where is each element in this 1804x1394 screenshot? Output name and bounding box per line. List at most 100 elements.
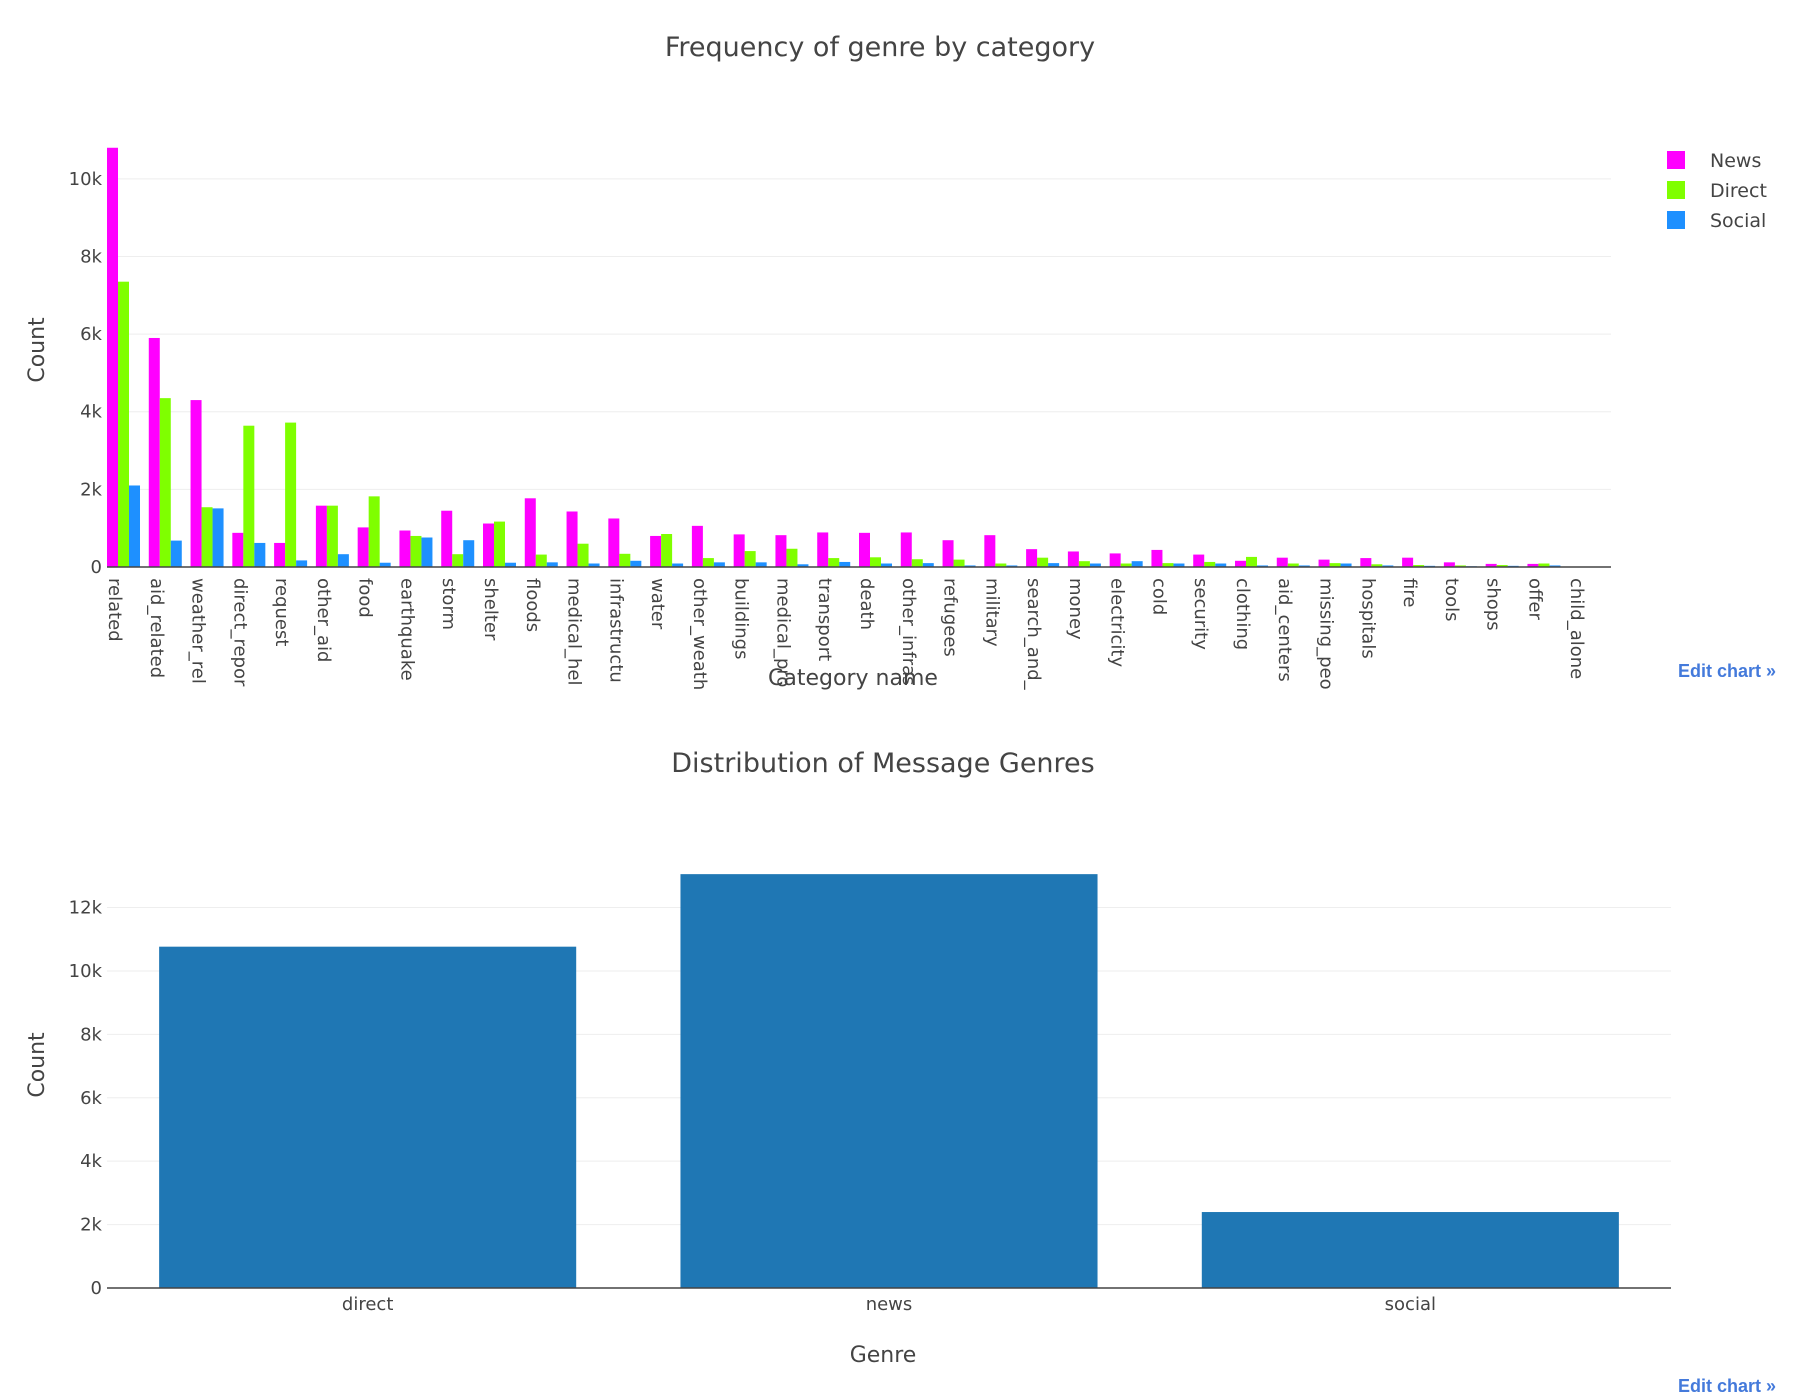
chart1-bar-direct[interactable] [410, 535, 422, 567]
chart1-bar-direct[interactable] [953, 559, 965, 567]
chart1-bar-direct[interactable] [159, 398, 171, 567]
chart1-bar-direct[interactable] [494, 521, 505, 567]
chart1-legend-swatch[interactable] [1667, 151, 1685, 169]
chart2-bar-news[interactable] [680, 874, 1098, 1288]
chart1-bar-news[interactable] [1443, 562, 1455, 567]
chart1-bar-social[interactable] [630, 560, 642, 567]
chart1-bar-news[interactable] [1527, 563, 1539, 567]
chart1-bar-news[interactable] [608, 518, 620, 567]
chart1-legend-label[interactable]: Social [1710, 210, 1766, 232]
chart1-legend-label[interactable]: Direct [1710, 180, 1767, 202]
chart1-bar-news[interactable] [483, 523, 494, 567]
chart1-bar-news[interactable] [441, 510, 453, 567]
chart1-bar-social[interactable] [1215, 563, 1227, 567]
chart1-bar-direct[interactable] [744, 551, 756, 567]
chart1-bar-news[interactable] [315, 505, 327, 567]
chart1-bar-news[interactable] [817, 532, 829, 567]
chart1-bar-social[interactable] [463, 540, 475, 567]
chart1-bar-direct[interactable] [243, 425, 255, 567]
chart1-bar-news[interactable] [1276, 557, 1288, 567]
chart1-bar-social[interactable] [922, 563, 934, 567]
chart1-bar-social[interactable] [1382, 565, 1394, 567]
chart1-bar-social[interactable] [1549, 565, 1561, 567]
chart1-bar-social[interactable] [1340, 563, 1352, 567]
chart1-bar-social[interactable] [797, 564, 809, 567]
chart1-bar-social[interactable] [546, 562, 558, 567]
chart1-bar-social[interactable] [379, 562, 391, 567]
chart1-bar-direct[interactable] [577, 543, 589, 567]
chart1-bar-social[interactable] [713, 562, 725, 567]
chart1-bar-social[interactable] [1173, 563, 1185, 567]
chart1-bar-news[interactable] [1360, 558, 1372, 567]
chart1-legend[interactable]: News Direct Social [1667, 150, 1767, 232]
chart1-bar-direct[interactable] [828, 558, 840, 567]
chart1-bar-direct[interactable] [1120, 563, 1132, 567]
chart2-bar-direct[interactable] [159, 946, 577, 1288]
chart1-bar-direct[interactable] [285, 422, 297, 567]
chart1-bar-news[interactable] [107, 147, 118, 567]
chart1-bar-news[interactable] [775, 535, 787, 567]
chart1-bar-social[interactable] [337, 554, 349, 567]
chart1-bar-social[interactable] [755, 562, 767, 567]
chart1-legend-swatch[interactable] [1667, 181, 1685, 199]
chart1-bar-direct[interactable] [201, 507, 213, 567]
chart1-bar-direct[interactable] [1246, 556, 1257, 567]
chart1-legend-label[interactable]: News [1710, 150, 1761, 172]
chart1-bar-direct[interactable] [1496, 565, 1508, 567]
chart1-bar-news[interactable] [984, 535, 996, 567]
chart1-bar-news[interactable] [274, 542, 286, 567]
chart1-bar-news[interactable] [190, 400, 202, 567]
chart1-bar-direct[interactable] [326, 505, 338, 567]
chart1-bar-direct[interactable] [619, 553, 631, 567]
chart1-bar-direct[interactable] [1078, 561, 1090, 567]
chart1-bar-social[interactable] [1089, 563, 1101, 567]
chart1-bar-direct[interactable] [452, 554, 464, 567]
chart1-bar-news[interactable] [1402, 557, 1414, 567]
chart1-bar-direct[interactable] [1287, 563, 1299, 567]
chart1-bar-direct[interactable] [786, 548, 798, 567]
chart1-bar-news[interactable] [1109, 553, 1121, 567]
chart1-bar-direct[interactable] [535, 554, 547, 567]
chart1-bar-direct[interactable] [911, 559, 923, 567]
chart1-bar-social[interactable] [170, 540, 182, 567]
chart1-bar-direct[interactable] [702, 558, 714, 567]
chart1-bar-social[interactable] [1048, 563, 1060, 567]
chart1-bar-direct[interactable] [368, 496, 380, 567]
chart1-bar-direct[interactable] [1329, 563, 1341, 567]
chart2-edit-chart-link[interactable]: Edit chart » [1678, 1376, 1776, 1394]
chart1-bar-news[interactable] [1235, 560, 1246, 567]
chart1-bar-direct[interactable] [1538, 563, 1550, 567]
chart1-bar-direct[interactable] [1204, 561, 1216, 567]
chart1-bar-social[interactable] [421, 537, 433, 567]
chart1-bar-social[interactable] [254, 542, 266, 567]
chart1-bar-news[interactable] [232, 532, 244, 567]
chart1-bar-direct[interactable] [1037, 557, 1049, 567]
chart1-bar-direct[interactable] [1454, 565, 1466, 567]
chart1-bar-social[interactable] [839, 561, 851, 567]
chart1-bar-direct[interactable] [118, 281, 129, 567]
chart2-bar-social[interactable] [1201, 1212, 1619, 1288]
chart1-bar-direct[interactable] [1413, 565, 1425, 567]
chart1-bar-social[interactable] [588, 563, 600, 567]
chart1-bar-news[interactable] [650, 535, 662, 567]
chart1-bar-news[interactable] [942, 540, 954, 567]
chart1-bar-social[interactable] [129, 485, 140, 567]
chart1-bar-social[interactable] [1131, 561, 1143, 567]
chart1-bar-social[interactable] [1006, 565, 1018, 567]
chart1-bar-direct[interactable] [1162, 563, 1174, 567]
chart1-bar-direct[interactable] [870, 557, 881, 567]
chart1-bar-social[interactable] [964, 565, 976, 567]
chart1-bar-news[interactable] [859, 532, 870, 567]
chart1-bar-news[interactable] [691, 525, 703, 567]
chart1-bar-direct[interactable] [661, 534, 673, 567]
chart1-bar-news[interactable] [357, 527, 369, 567]
chart1-bar-news[interactable] [148, 337, 160, 567]
chart1-edit-chart-link[interactable]: Edit chart » [1678, 661, 1776, 681]
chart1-bar-social[interactable] [1257, 565, 1268, 567]
chart1-bar-social[interactable] [881, 563, 892, 567]
chart1-bar-news[interactable] [1485, 563, 1497, 567]
chart1-bar-news[interactable] [900, 532, 912, 567]
chart1-bar-social[interactable] [505, 562, 516, 567]
chart1-bar-social[interactable] [1298, 565, 1310, 567]
chart1-bar-news[interactable] [1318, 559, 1330, 567]
